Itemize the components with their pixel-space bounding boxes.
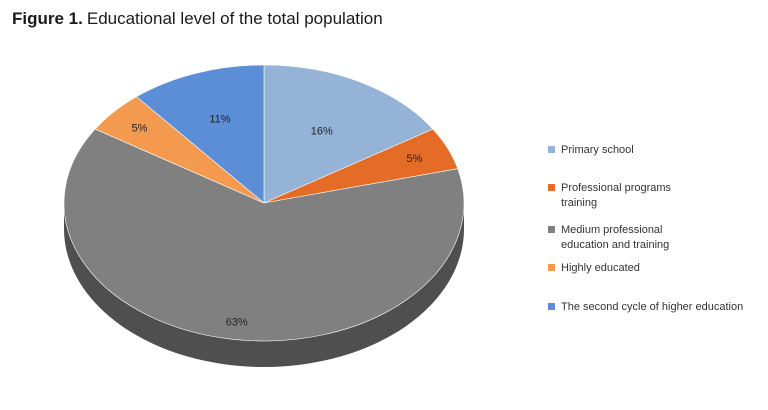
pie-slice-medium-professional-education-and-training [63,128,465,342]
pie-slice-the-second-cycle-of-higher-education [135,64,265,204]
legend-item-medium-professional-education-and-training: Medium professional education and traini… [548,223,711,253]
legend-item-professional-programs-training: Professional programs training [548,181,701,211]
legend-item-primary-school: Primary school [548,143,761,158]
legend-swatch [548,184,555,191]
pie-slices [63,64,465,342]
figure-number: Figure 1. [12,9,83,28]
chart-title: Figure 1. Educational level of the total … [12,9,383,29]
legend-swatch [548,264,555,271]
legend-item-highly-educated: Highly educated [548,261,761,276]
figure-caption: Educational level of the total populatio… [86,9,383,28]
legend-label: Primary school [561,144,634,156]
legend-label: Professional programs training [561,182,672,209]
legend-label: Highly educated [561,262,640,274]
legend-label: The second cycle of higher education [561,301,744,313]
legend-swatch [548,146,555,153]
data-label-the-second-cycle-of-higher-education: 11% [209,114,230,126]
pie-depth [64,203,464,367]
data-label-medium-professional-education-and-training: 63% [226,317,248,329]
data-label-primary-school: 16% [311,125,333,137]
data-label-highly-educated: 5% [132,122,148,134]
legend-swatch [548,303,555,310]
pie-slice-primary-school [263,64,434,204]
data-label-professional-programs-training: 5% [407,153,423,165]
legend-label: Medium professional education and traini… [561,224,670,251]
legend-swatch [548,226,555,233]
legend-item-the-second-cycle-of-higher-education: The second cycle of higher education [548,300,761,315]
pie-side-medium-professional-education-and-training [64,203,464,367]
pie-data-labels: 16% 5% 63% 5% 11% [132,114,423,329]
